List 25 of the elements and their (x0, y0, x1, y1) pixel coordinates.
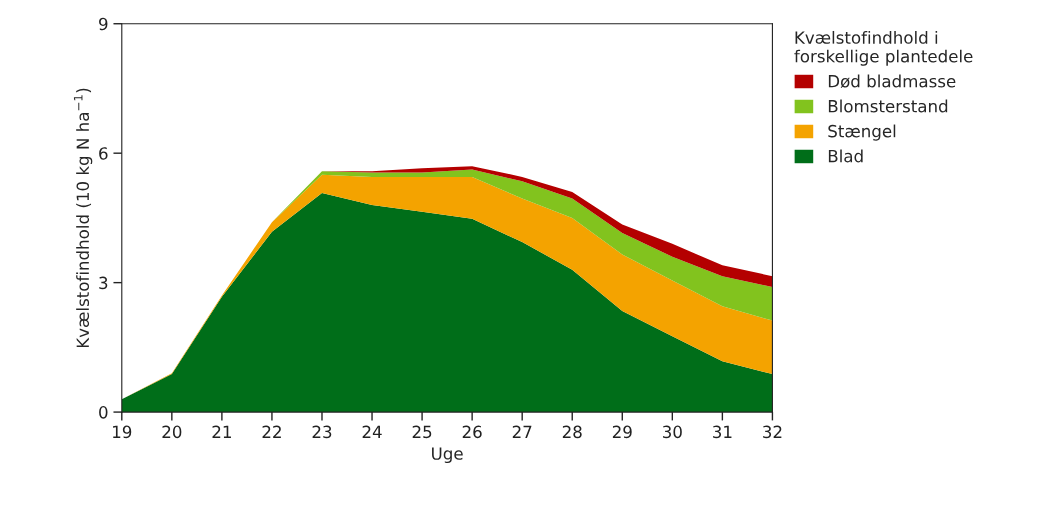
x-tick-label: 31 (713, 425, 732, 439)
legend-label: Død bladmasse (828, 74, 956, 89)
legend-label: Blad (828, 149, 863, 163)
y-tick-label: 3 (99, 276, 108, 290)
x-tick-label: 28 (562, 425, 582, 439)
legend-title: Kvælstofindhold i forskellige plantedele (794, 30, 973, 66)
x-tick-label: 21 (212, 425, 231, 438)
x-tick-label: 32 (763, 425, 782, 439)
x-tick-label: 23 (312, 425, 332, 439)
x-tick-label: 26 (462, 425, 482, 439)
legend-label: Stængel (828, 124, 896, 141)
x-axis-title: Uge (432, 447, 463, 464)
y-tick-label: 0 (99, 406, 108, 419)
x-tick-label: 25 (412, 425, 432, 439)
y-tick-label: 9 (99, 17, 108, 31)
x-tick-label: 19 (113, 425, 132, 439)
x-tick-label: 30 (662, 425, 682, 439)
legend-label: Blomsterstand (828, 99, 948, 113)
y-axis-title: Kvælstofindhold (10 kg N ha$^{−1}$) (73, 88, 93, 348)
x-tick-label: 24 (362, 425, 382, 438)
x-tick-label: 20 (162, 425, 182, 439)
x-tick-label: 27 (512, 425, 532, 438)
y-tick-label: 6 (99, 147, 108, 160)
x-tick-label: 22 (262, 425, 281, 438)
x-tick-label: 29 (612, 425, 632, 439)
